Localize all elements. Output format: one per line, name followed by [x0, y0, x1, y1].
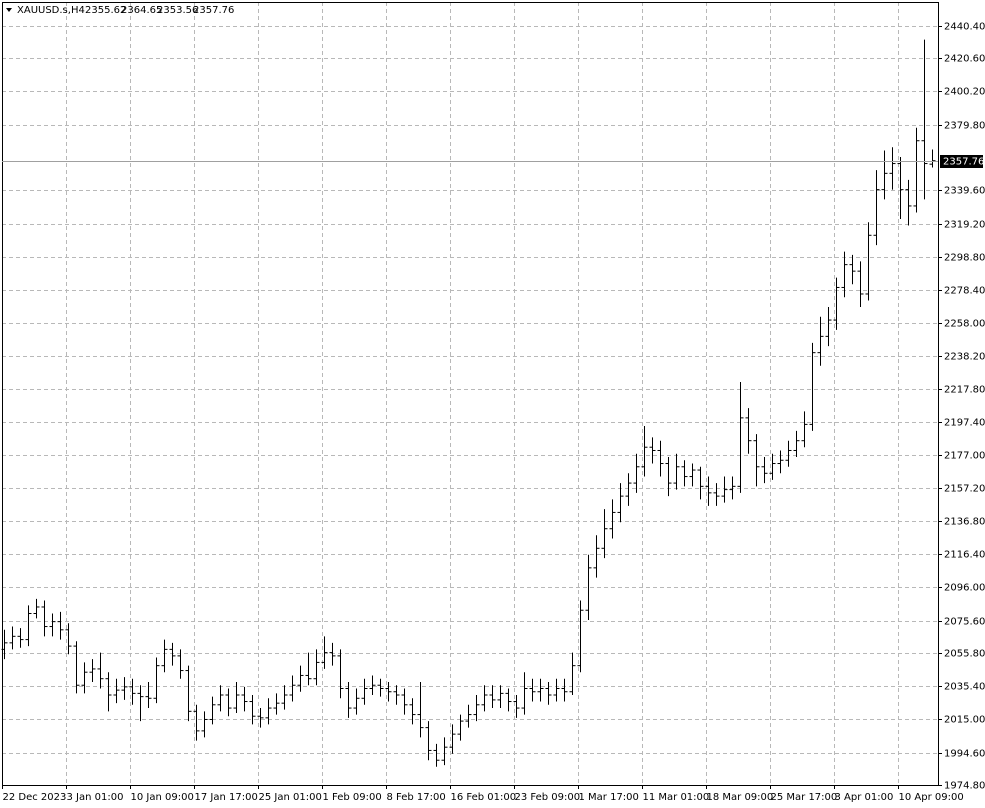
- chart-title: XAUUSD.s,H4: [17, 5, 85, 16]
- y-tick-label: 2379.80: [944, 121, 985, 132]
- low-value: 2353.56: [157, 5, 198, 16]
- y-tick-label: 2217.80: [944, 385, 985, 396]
- grid: [2, 2, 938, 785]
- y-tick-label: 2400.20: [944, 87, 985, 98]
- y-tick-label: 2075.60: [944, 617, 985, 628]
- x-tick-label: 1 Feb 09:00: [323, 792, 382, 803]
- x-tick-label: 3 Apr 01:00: [835, 792, 894, 803]
- x-tick-label: 3 Jan 01:00: [67, 792, 124, 803]
- y-tick-label: 1974.80: [944, 781, 985, 792]
- high-value: 2364.65: [121, 5, 162, 16]
- y-tick-label: 1994.60: [944, 749, 985, 760]
- y-tick-label: 2238.20: [944, 352, 985, 363]
- plot-frame: [2, 2, 939, 786]
- x-tick-label: 25 Mar 17:00: [771, 792, 838, 803]
- y-tick-label: 2116.40: [944, 550, 985, 561]
- x-tick-label: 25 Jan 01:00: [259, 792, 322, 803]
- x-tick-label: 22 Dec 2023: [3, 792, 67, 803]
- y-tick-label: 2319.20: [944, 220, 985, 231]
- x-tick-label: 16 Feb 01:00: [451, 792, 517, 803]
- y-tick-label: 2339.60: [944, 186, 985, 197]
- y-tick-label: 2096.00: [944, 583, 985, 594]
- x-tick-label: 11 Mar 01:00: [643, 792, 710, 803]
- open-value: 2355.62: [85, 5, 126, 16]
- bars: [1, 39, 936, 767]
- x-tick-label: 18 Mar 09:00: [707, 792, 774, 803]
- y-tick-label: 2177.00: [944, 451, 985, 462]
- y-tick-label: 2440.40: [944, 22, 985, 33]
- y-tick-label: 2035.40: [944, 682, 985, 693]
- price-label-box: [940, 155, 983, 168]
- x-tick-label: 23 Feb 09:00: [515, 792, 581, 803]
- y-tick-label: 2197.40: [944, 418, 985, 429]
- x-tick-label: 10 Apr 09:00: [899, 792, 964, 803]
- y-tick-label: 2015.00: [944, 715, 985, 726]
- x-tick-label: 17 Jan 17:00: [195, 792, 258, 803]
- y-tick-label: 2136.80: [944, 517, 985, 528]
- menu-arrow[interactable]: [6, 8, 12, 12]
- close-value: 2357.76: [193, 5, 234, 16]
- x-tick-label: 8 Feb 17:00: [387, 792, 446, 803]
- y-tick-label: 2157.20: [944, 484, 985, 495]
- price-label: 2357.76: [943, 157, 984, 168]
- y-tick-label: 2420.60: [944, 54, 985, 65]
- y-tick-label: 2298.80: [944, 253, 985, 264]
- y-tick-label: 2055.80: [944, 649, 985, 660]
- y-tick-label: 2278.40: [944, 286, 985, 297]
- x-tick-label: 10 Jan 09:00: [131, 792, 194, 803]
- x-tick-label: 1 Mar 17:00: [579, 792, 639, 803]
- y-tick-label: 2258.00: [944, 319, 985, 330]
